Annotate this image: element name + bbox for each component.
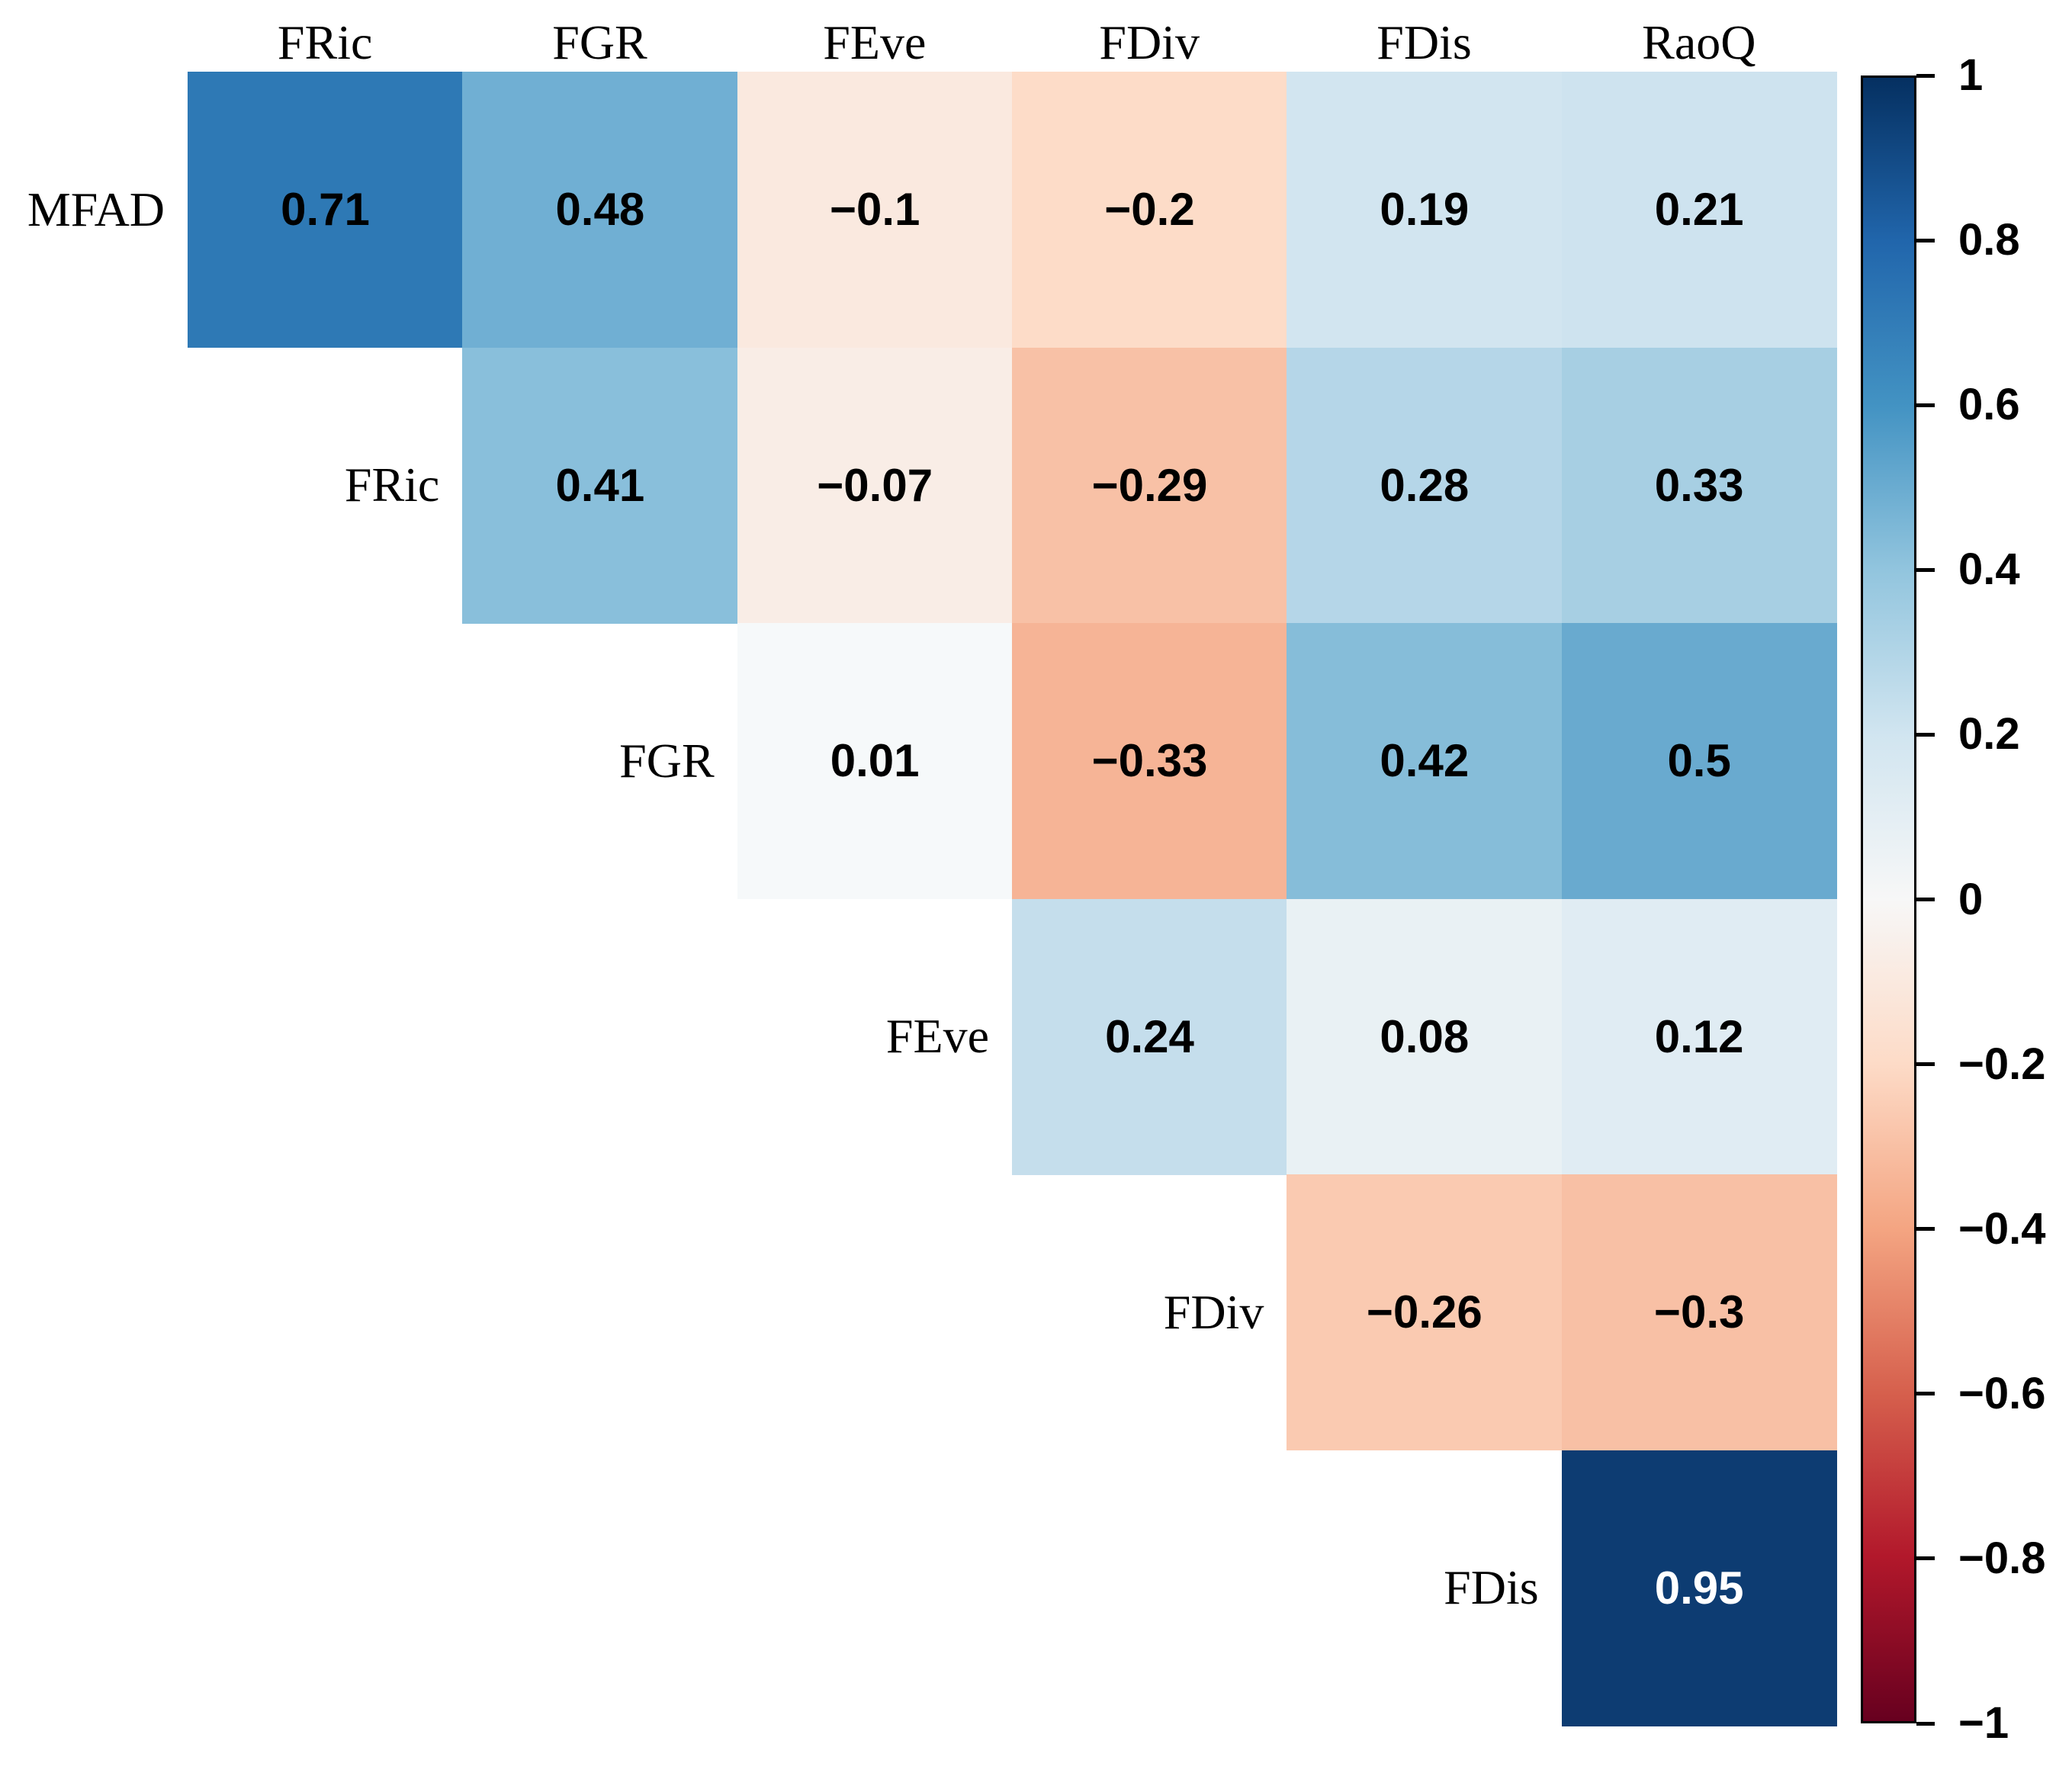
colorbar-tick <box>1916 1062 1935 1067</box>
colorbar-tick <box>1916 898 1935 901</box>
colorbar-tick-label: 0.2 <box>1958 709 2020 760</box>
colorbar-tick <box>1916 1392 1935 1396</box>
cell-FEve-RaoQ: 0.12 <box>1561 898 1837 1175</box>
cell-MFAD-RaoQ: 0.21 <box>1561 72 1837 348</box>
colorbar-tick-label: 0 <box>1958 874 1984 924</box>
colorbar-tick <box>1916 403 1935 407</box>
row-label-FDis: FDis <box>1444 1560 1539 1615</box>
cell-MFAD-FDis: 0.19 <box>1287 72 1563 348</box>
column-header-FGR: FGR <box>552 15 647 69</box>
cell-value: −0.3 <box>1653 1286 1745 1338</box>
cell-value: 0.01 <box>830 735 920 787</box>
colorbar-tick-label: 0.4 <box>1958 544 2020 595</box>
cell-FEve-FDiv: 0.24 <box>1011 898 1287 1175</box>
cell-value: 0.95 <box>1654 1562 1744 1614</box>
cell-FEve-FDis: 0.08 <box>1287 898 1563 1175</box>
cell-value: 0.28 <box>1380 459 1470 511</box>
cell-value: 0.24 <box>1105 1010 1194 1062</box>
cell-FDis-RaoQ: 0.95 <box>1561 1450 1837 1726</box>
cell-value: −0.29 <box>1091 459 1208 511</box>
cell-MFAD-FGR: 0.48 <box>462 72 738 348</box>
column-header-FRic: FRic <box>277 15 373 69</box>
colorbar-tick-label: 0.8 <box>1958 215 2020 265</box>
cell-value: 0.08 <box>1380 1010 1470 1062</box>
cell-FRic-RaoQ: 0.33 <box>1561 347 1837 624</box>
cell-value: −0.33 <box>1091 735 1208 787</box>
cell-MFAD-FEve: −0.1 <box>737 72 1013 348</box>
colorbar-tick-label: −0.6 <box>1958 1368 2046 1418</box>
cell-MFAD-FDiv: −0.2 <box>1011 72 1287 348</box>
cell-value: 0.33 <box>1654 459 1744 511</box>
cell-value: 0.48 <box>555 184 645 236</box>
cell-value: −0.1 <box>829 184 920 236</box>
cell-value: 0.19 <box>1380 184 1470 236</box>
cell-FRic-FDis: 0.28 <box>1287 347 1563 624</box>
colorbar-tick <box>1916 567 1935 572</box>
cell-MFAD-FRic: 0.71 <box>188 72 464 348</box>
row-label-FGR: FGR <box>619 733 715 788</box>
cell-FRic-FDiv: −0.29 <box>1011 347 1287 624</box>
cell-value: 0.21 <box>1654 184 1744 236</box>
column-header-FDiv: FDiv <box>1099 15 1200 69</box>
row-label-MFAD: MFAD <box>27 181 165 236</box>
colorbar-tick-label: 0.6 <box>1958 380 2020 430</box>
cell-FGR-FDis: 0.42 <box>1287 623 1563 900</box>
colorbar-tick-label: −0.2 <box>1958 1039 2046 1089</box>
column-header-FDis: FDis <box>1377 15 1472 69</box>
cell-FGR-RaoQ: 0.5 <box>1561 623 1837 900</box>
row-label-FRic: FRic <box>344 458 440 512</box>
row-label-FDiv: FDiv <box>1163 1284 1264 1339</box>
colorbar-tick-label: −1 <box>1958 1698 2009 1748</box>
colorbar-tick <box>1916 732 1935 737</box>
cell-FRic-FGR: 0.41 <box>462 347 738 624</box>
cell-FDiv-FDis: −0.26 <box>1287 1174 1563 1451</box>
colorbar-tick <box>1916 238 1935 242</box>
colorbar-tick-label: −0.4 <box>1958 1203 2046 1254</box>
cell-value: 0.42 <box>1380 735 1470 787</box>
colorbar-gradient <box>1861 75 1916 1723</box>
colorbar-tick <box>1916 73 1935 78</box>
cell-FDiv-RaoQ: −0.3 <box>1561 1174 1837 1451</box>
cell-value: −0.07 <box>817 459 933 511</box>
colorbar-tick-label: 1 <box>1958 50 1984 100</box>
cell-value: −0.2 <box>1104 184 1195 236</box>
cell-value: 0.5 <box>1667 735 1731 787</box>
column-header-RaoQ: RaoQ <box>1642 15 1756 69</box>
row-label-FEve: FEve <box>885 1009 989 1064</box>
colorbar-tick <box>1916 1227 1935 1232</box>
cell-value: −0.26 <box>1366 1286 1483 1338</box>
cell-value: 0.41 <box>555 459 645 511</box>
cell-FGR-FEve: 0.01 <box>737 623 1013 900</box>
colorbar-tick <box>1916 1556 1935 1561</box>
cell-value: 0.71 <box>281 184 370 236</box>
cell-FRic-FEve: −0.07 <box>737 347 1013 624</box>
colorbar-tick-label: −0.8 <box>1958 1533 2046 1583</box>
colorbar-tick <box>1916 1721 1935 1726</box>
cell-FGR-FDiv: −0.33 <box>1011 623 1287 900</box>
column-header-FEve: FEve <box>823 15 927 69</box>
cell-value: 0.12 <box>1654 1010 1744 1062</box>
